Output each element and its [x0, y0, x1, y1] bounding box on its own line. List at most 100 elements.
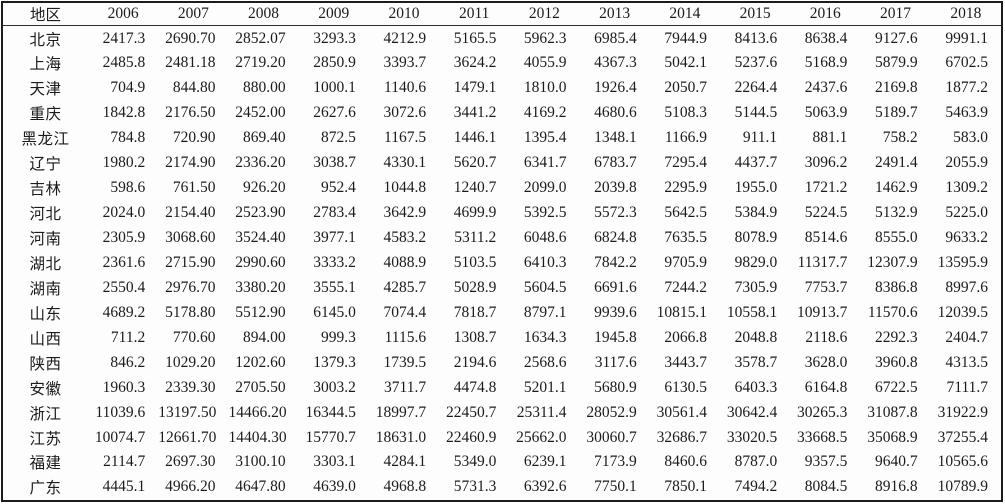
value-cell-2017: 8916.8 [875, 478, 918, 496]
column-header-year-2006: 2006 [107, 5, 139, 22]
value-cell-2017: 758.2 [882, 129, 918, 147]
value-cell-2008: 2705.50 [235, 378, 286, 396]
value-cell-2006: 4445.1 [102, 478, 146, 496]
value-cell-2008: 869.40 [243, 129, 286, 147]
value-cell-2018: 9633.2 [945, 229, 988, 247]
region-name-cell: 浙江 [29, 405, 62, 423]
value-cell-2017: 2491.4 [875, 154, 918, 172]
value-cell-2013: 7173.9 [594, 453, 637, 471]
table-row: 河南 2305.9 3068.60 3524.40 3977.1 4583.2 5311.2… [3, 226, 1001, 251]
value-cell-2013: 3117.6 [594, 353, 637, 371]
value-cell-2018: 583.0 [953, 129, 988, 147]
column-header-year-2016: 2016 [809, 5, 841, 22]
value-cell-2016: 8084.5 [804, 478, 848, 496]
value-cell-2009: 6145.0 [313, 303, 356, 321]
value-cell-2014: 7635.5 [664, 229, 707, 247]
region-name-cell: 黑龙江 [21, 131, 70, 149]
value-cell-2010: 4330.1 [383, 154, 427, 172]
value-cell-2011: 5103.5 [453, 253, 497, 271]
header-row: 地区 2006 2007 2008 2009 2010 2011 2012 2013 2014 20… [3, 3, 1001, 26]
value-cell-2011: 22460.9 [445, 428, 497, 446]
value-cell-2008: 2452.00 [235, 104, 286, 122]
value-cell-2010: 4088.9 [383, 253, 427, 271]
region-name-cell: 江苏 [29, 430, 62, 448]
value-cell-2018: 10565.6 [937, 453, 988, 471]
value-cell-2013: 7842.2 [594, 253, 637, 271]
value-cell-2016: 10913.7 [797, 303, 848, 321]
value-cell-2018: 5225.0 [945, 204, 988, 222]
value-cell-2006: 2550.4 [102, 278, 146, 296]
value-cell-2013: 4680.6 [594, 104, 637, 122]
value-cell-2009: 952.4 [321, 179, 356, 197]
table-row: 重庆 1842.8 2176.50 2452.00 2627.6 3072.6 3441.2… [3, 101, 1001, 126]
column-header-year-2015: 2015 [739, 5, 771, 22]
value-cell-2015: 8413.6 [734, 29, 778, 47]
value-cell-2014: 6130.5 [664, 378, 707, 396]
value-cell-2010: 1115.6 [384, 328, 427, 346]
value-cell-2018: 10789.9 [937, 478, 988, 496]
value-cell-2014: 3443.7 [664, 353, 707, 371]
table-row: 陕西 846.2 1029.20 1202.60 1379.3 1739.5 2194.6 2… [3, 350, 1001, 375]
value-cell-2007: 2697.30 [165, 453, 216, 471]
table-row: 江苏 10074.7 12661.70 14404.30 15770.7 18631.0 2… [3, 425, 1001, 450]
value-cell-2010: 18997.7 [375, 403, 427, 421]
value-cell-2015: 1955.0 [734, 179, 778, 197]
column-header-year-2012: 2012 [528, 5, 560, 22]
value-cell-2015: 5237.6 [734, 54, 778, 72]
value-cell-2017: 8555.0 [875, 229, 918, 247]
value-cell-2015: 6403.3 [734, 378, 778, 396]
value-cell-2017: 5132.9 [875, 204, 918, 222]
value-cell-2017: 11570.6 [867, 303, 918, 321]
value-cell-2009: 3303.1 [313, 453, 356, 471]
value-cell-2014: 1166.9 [664, 129, 707, 147]
value-cell-2009: 2850.9 [313, 54, 356, 72]
value-cell-2012: 6239.1 [523, 453, 567, 471]
value-cell-2013: 28052.9 [586, 403, 637, 421]
value-cell-2006: 784.8 [110, 129, 146, 147]
table-row: 福建 2114.7 2697.30 3100.10 3303.1 4284.1 5349.0… [3, 450, 1001, 475]
value-cell-2011: 5311.2 [454, 229, 497, 247]
value-cell-2007: 3068.60 [165, 229, 216, 247]
value-cell-2009: 3038.7 [313, 154, 356, 172]
value-cell-2015: 4437.7 [734, 154, 778, 172]
region-year-data-table: 地区 2006 2007 2008 2009 2010 2011 2012 2013 2014 20… [3, 3, 1001, 500]
value-cell-2010: 7074.4 [383, 303, 427, 321]
value-cell-2009: 1000.1 [313, 79, 356, 97]
value-cell-2007: 2481.18 [165, 54, 216, 72]
value-cell-2015: 30642.4 [726, 403, 778, 421]
value-cell-2010: 3393.7 [383, 54, 427, 72]
value-cell-2007: 5178.80 [165, 303, 216, 321]
value-cell-2006: 10074.7 [94, 428, 146, 446]
value-cell-2007: 844.80 [172, 79, 216, 97]
value-cell-2011: 1308.7 [453, 328, 497, 346]
value-cell-2007: 1029.20 [165, 353, 216, 371]
value-cell-2013: 6691.6 [594, 278, 637, 296]
value-cell-2011: 7818.7 [453, 303, 497, 321]
table-row: 山西 711.2 770.60 894.00 999.3 1115.6 1308.7 1634… [3, 325, 1001, 350]
value-cell-2007: 2715.90 [165, 253, 216, 271]
value-cell-2007: 2176.50 [165, 104, 216, 122]
value-cell-2017: 1462.9 [875, 179, 918, 197]
column-header-year-2017: 2017 [880, 5, 912, 22]
value-cell-2006: 598.6 [110, 179, 146, 197]
region-name-cell: 安徽 [29, 380, 62, 398]
region-name-cell: 辽宁 [29, 156, 62, 174]
value-cell-2008: 4647.80 [235, 478, 286, 496]
region-name-cell: 陕西 [29, 355, 62, 373]
value-cell-2011: 1479.1 [453, 79, 497, 97]
value-cell-2014: 5042.1 [664, 54, 707, 72]
value-cell-2012: 5604.5 [523, 278, 567, 296]
value-cell-2008: 2719.20 [235, 54, 286, 72]
value-cell-2016: 2118.6 [805, 328, 848, 346]
column-header-region: 地区 [29, 7, 61, 24]
value-cell-2017: 3960.8 [875, 353, 918, 371]
value-cell-2013: 2039.8 [594, 179, 637, 197]
value-cell-2015: 7305.9 [734, 278, 778, 296]
value-cell-2017: 5189.7 [875, 104, 918, 122]
value-cell-2017: 5879.9 [875, 54, 918, 72]
value-cell-2008: 5512.90 [235, 303, 286, 321]
value-cell-2016: 9357.5 [804, 453, 848, 471]
value-cell-2018: 9991.1 [945, 29, 988, 47]
value-cell-2008: 880.00 [243, 79, 286, 97]
